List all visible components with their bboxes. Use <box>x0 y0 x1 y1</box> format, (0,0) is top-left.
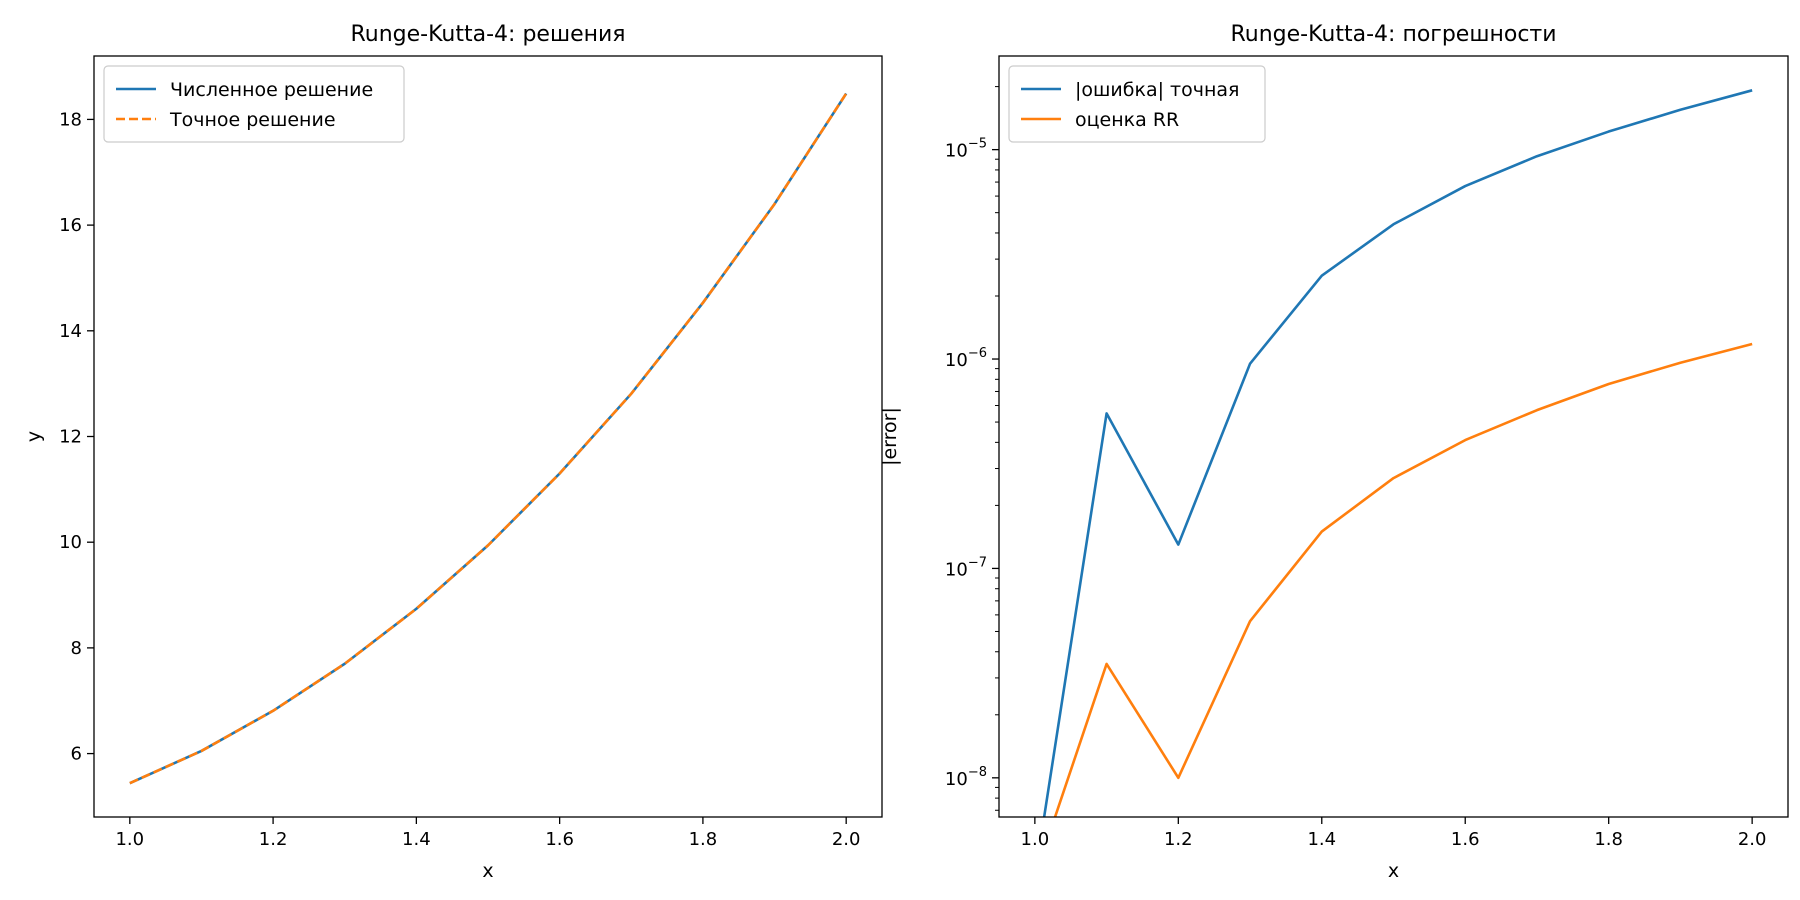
right-series-line-0 <box>1042 89 1753 817</box>
right-y-tick-exponent: −8 <box>968 765 987 780</box>
right-y-tick-base: 10 <box>945 769 968 790</box>
left-y-tick-label: 6 <box>71 744 82 765</box>
right-x-tick-label: 1.6 <box>1451 829 1480 850</box>
left-y-tick-label: 12 <box>59 427 82 448</box>
right-y-tick-label: 10−6 <box>945 346 987 371</box>
left-y-axis-label: y <box>23 431 45 442</box>
right-y-tick-label: 10−5 <box>945 137 987 162</box>
right-legend-box <box>1008 65 1266 143</box>
right-legend-label-1: оценка RR <box>1075 109 1179 131</box>
left-series-line-1 <box>129 92 848 785</box>
left-legend-box <box>103 65 405 143</box>
right-x-tick-label: 1.8 <box>1594 829 1623 850</box>
right-x-tick-label: 1.4 <box>1307 829 1336 850</box>
right-y-tick-label: 10−8 <box>945 765 987 790</box>
left-x-tick-label: 2.0 <box>832 829 861 850</box>
left-y-tick-label: 16 <box>59 215 82 236</box>
right-axes-frame <box>998 55 1789 818</box>
left-x-tick-label: 1.2 <box>259 829 288 850</box>
right-y-tick-base: 10 <box>945 141 968 162</box>
right-y-axis-label: |error| <box>879 407 901 466</box>
right-x-axis-label: x <box>1388 860 1399 882</box>
left-x-tick-label: 1.0 <box>115 829 144 850</box>
left-x-tick-label: 1.4 <box>402 829 431 850</box>
right-x-tick-label: 2.0 <box>1738 829 1767 850</box>
left-series-line-0 <box>129 92 848 785</box>
right-y-tick-base: 10 <box>945 350 968 371</box>
right-chart-title: Runge-Kutta-4: погрешности <box>1230 22 1556 47</box>
left-legend-label-0: Численное решение <box>170 79 373 101</box>
left-y-tick-label: 18 <box>59 109 82 130</box>
left-x-tick-label: 1.6 <box>545 829 574 850</box>
right-y-tick-exponent: −5 <box>968 137 987 152</box>
right-x-tick-label: 1.0 <box>1021 829 1050 850</box>
right-series-line-1 <box>1053 342 1753 817</box>
left-chart-title: Runge-Kutta-4: решения <box>350 22 625 47</box>
left-legend-label-1: Точное решение <box>169 109 336 131</box>
right-y-tick-exponent: −6 <box>968 346 987 361</box>
right-x-tick-label: 1.2 <box>1164 829 1193 850</box>
left-axes-frame <box>93 55 883 818</box>
right-legend-label-0: |ошибка| точная <box>1075 79 1239 101</box>
left-y-tick-label: 8 <box>71 638 82 659</box>
left-y-tick-label: 14 <box>59 321 82 342</box>
right-y-tick-base: 10 <box>945 559 968 580</box>
right-y-tick-label: 10−7 <box>945 555 987 580</box>
left-y-tick-label: 10 <box>59 532 82 553</box>
left-x-axis-label: x <box>482 860 493 882</box>
right-y-tick-exponent: −7 <box>968 555 987 570</box>
left-x-tick-label: 1.8 <box>689 829 718 850</box>
